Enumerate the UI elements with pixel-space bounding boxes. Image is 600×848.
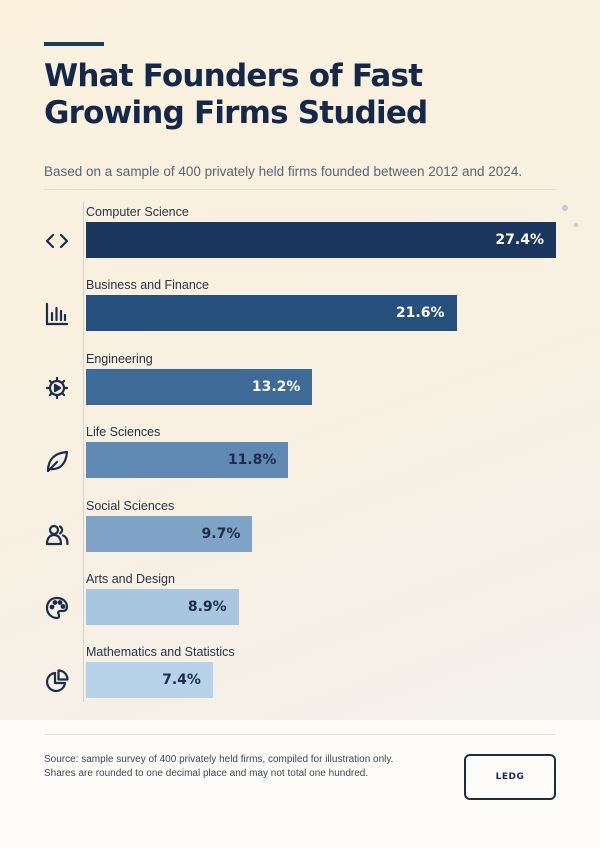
decorative-dot bbox=[562, 205, 568, 211]
category-label: Engineering bbox=[86, 351, 153, 366]
category-label: Social Sciences bbox=[86, 498, 175, 513]
source-note: Source: sample survey of 400 privately h… bbox=[44, 754, 394, 765]
page-title: What Founders of Fast Growing Firms Stud… bbox=[44, 58, 428, 131]
chart-row: Life Sciences 11.8% bbox=[0, 425, 600, 498]
title-accent-rule bbox=[44, 42, 104, 46]
chart-row: Arts and Design 8.9% bbox=[0, 572, 600, 645]
bar-chart-icon bbox=[44, 301, 70, 327]
chart-row: Computer Science 27.4% bbox=[0, 205, 600, 278]
chart-row: Social Sciences 9.7% bbox=[0, 499, 600, 572]
people-icon bbox=[44, 522, 70, 548]
bar: 9.7% bbox=[86, 515, 253, 552]
category-label: Life Sciences bbox=[86, 425, 161, 440]
chart-row: Mathematics and Statistics 7.4% bbox=[0, 645, 600, 718]
gear-icon bbox=[44, 375, 70, 401]
leaf-icon bbox=[44, 448, 70, 474]
bar: 27.4% bbox=[86, 222, 556, 258]
category-label: Business and Finance bbox=[86, 278, 209, 293]
bar-value-label: 27.4% bbox=[495, 232, 544, 248]
bar-value-label: 21.6% bbox=[395, 305, 445, 322]
brand-logo-text: LEDG bbox=[495, 772, 525, 782]
bar: 7.4% bbox=[86, 662, 213, 699]
code-icon bbox=[44, 228, 70, 254]
bar: 8.9% bbox=[86, 589, 239, 625]
rounding-note: Shares are rounded to one decimal place … bbox=[44, 768, 369, 779]
bar-value-label: 13.2% bbox=[251, 378, 301, 395]
bar: 21.6% bbox=[86, 295, 457, 332]
chart-axis-line bbox=[83, 202, 84, 702]
category-label: Computer Science bbox=[86, 205, 189, 219]
pie-chart-icon bbox=[44, 668, 70, 694]
bar-value-label: 11.8% bbox=[227, 452, 277, 469]
bar: 13.2% bbox=[86, 368, 313, 405]
bar-value-label: 7.4% bbox=[162, 672, 201, 689]
footer: Source: sample survey of 400 privately h… bbox=[0, 720, 600, 848]
footer-divider bbox=[44, 734, 556, 735]
brand-logo: LEDG bbox=[464, 754, 556, 800]
bar-chart: Computer Science 27.4% Business and Financ… bbox=[0, 202, 600, 718]
decorative-dot bbox=[574, 223, 578, 227]
category-label: Arts and Design bbox=[86, 572, 175, 586]
bar: 11.8% bbox=[86, 442, 289, 479]
category-label: Mathematics and Statistics bbox=[86, 645, 235, 660]
palette-icon bbox=[44, 595, 70, 621]
bar-value-label: 9.7% bbox=[201, 525, 241, 542]
page-subtitle: Based on a sample of 400 privately held … bbox=[44, 164, 523, 179]
bar-value-label: 8.9% bbox=[187, 599, 227, 615]
chart-row: Business and Finance 21.6% bbox=[0, 278, 600, 351]
chart-row: Engineering 13.2% bbox=[0, 352, 600, 425]
header-divider bbox=[44, 189, 556, 190]
